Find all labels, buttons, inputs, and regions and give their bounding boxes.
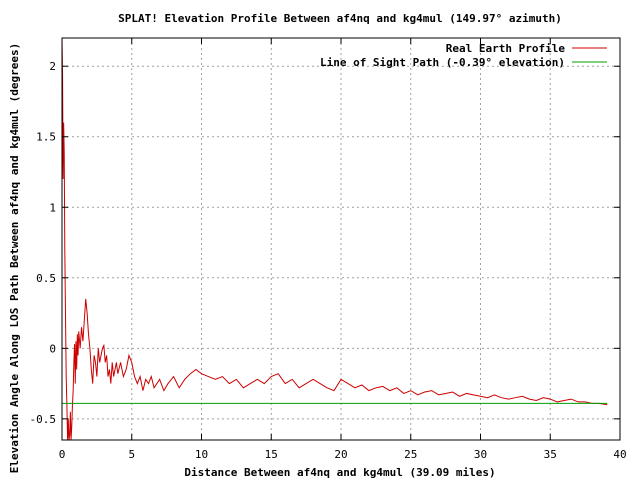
x-tick-label: 20 xyxy=(334,448,347,461)
y-tick-label: 1.5 xyxy=(36,131,56,144)
legend-label-los: Line of Sight Path (-0.39° elevation) xyxy=(320,56,565,69)
y-tick-label: -0.5 xyxy=(30,413,57,426)
x-tick-label: 0 xyxy=(59,448,66,461)
x-tick-label: 40 xyxy=(613,448,626,461)
x-tick-label: 30 xyxy=(474,448,487,461)
grid xyxy=(62,38,620,440)
terrain-profile-line xyxy=(62,38,608,440)
legend-label-terrain: Real Earth Profile xyxy=(446,42,566,55)
x-tick-label: 5 xyxy=(128,448,135,461)
y-tick-label: 2 xyxy=(49,60,56,73)
y-tick-label: 0.5 xyxy=(36,272,56,285)
tick-marks xyxy=(61,38,621,440)
x-tick-label: 15 xyxy=(265,448,278,461)
x-tick-label: 35 xyxy=(544,448,557,461)
x-axis-title: Distance Between af4nq and kg4mul (39.09… xyxy=(184,466,495,479)
y-tick-label: 1 xyxy=(49,201,56,214)
chart-title: SPLAT! Elevation Profile Between af4nq a… xyxy=(118,12,562,25)
x-tick-label: 25 xyxy=(404,448,417,461)
x-tick-label: 10 xyxy=(195,448,208,461)
y-tick-label: 0 xyxy=(49,342,56,355)
y-axis-title: Elevation Angle Along LOS Path Between a… xyxy=(8,43,21,473)
tick-labels: 0 5 10 15 20 25 30 35 40 -0.5 0 0.5 1 1.5 2 xyxy=(30,60,627,461)
legend: Real Earth Profile Line of Sight Path (-… xyxy=(320,42,607,69)
series-layer xyxy=(62,38,608,440)
